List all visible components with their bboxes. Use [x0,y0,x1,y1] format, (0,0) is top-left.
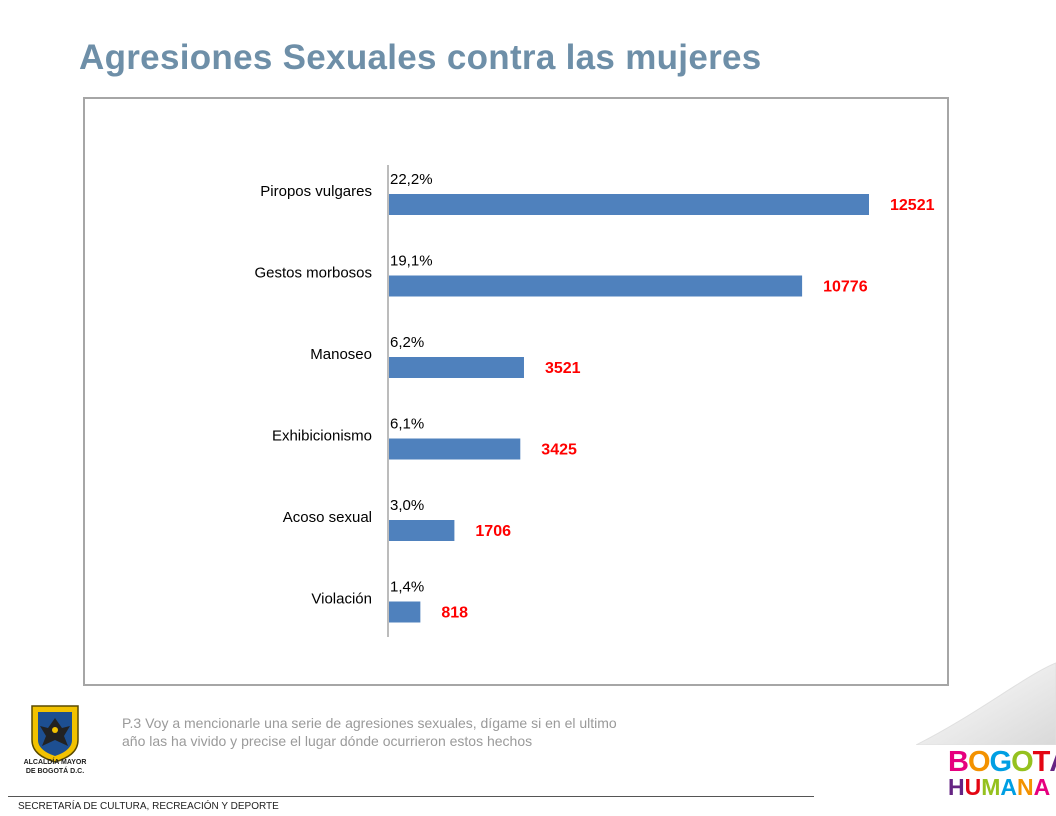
count-label: 818 [441,605,468,622]
logo-line-1-letter: B [948,746,969,778]
category-label: Gestos morbosos [254,265,372,282]
footer-divider [8,796,814,797]
survey-question: P.3 Voy a mencionarle una serie de agres… [122,715,617,749]
footer-organization: SECRETARÍA DE CULTURA, RECREACIÓN Y DEPO… [18,801,279,812]
percent-label: 3,0% [390,497,424,514]
count-label: 10776 [823,279,868,296]
bar [389,520,455,541]
page-curl-decoration [916,662,1056,745]
slide-title: Agresiones Sexuales contra las mujeres [79,38,762,77]
bar [389,601,421,623]
logo-line-2-letter: H [948,774,965,800]
logo-line-1-letter: G [989,746,1013,778]
logo-line-2-letter: A [1033,774,1051,800]
bar [389,194,869,215]
count-label: 3521 [545,360,581,377]
category-label: Piropos vulgares [260,183,372,200]
logo-line-2-letter: A [1000,774,1018,800]
logo-line-1-letter: O [967,746,991,778]
category-label: Exhibicionismo [272,428,372,445]
bar [389,357,524,378]
category-label: Violación [311,591,372,608]
crest-line-1: ALCALDÍA MAYOR [23,759,87,766]
logo-line-1-letter: T [1032,746,1051,778]
count-label: 1706 [475,523,511,540]
bar-chart: Piropos vulgares 22,2% 12521 Gestos morboso… [254,165,935,637]
logo-line-2-letter: N [1017,774,1034,800]
bogota-humana-logo: BOGOTÁ HUMANA [948,746,1056,800]
percent-label: 1,4% [390,579,424,596]
count-label: 12521 [890,197,935,214]
category-label: Manoseo [310,346,372,363]
logo-line-2: HUMANA [948,774,1051,800]
percent-label: 6,1% [390,416,424,433]
logo-line-1-letter: O [1011,746,1034,778]
logo-line-1-letter: Á [1049,746,1056,778]
logo-line-2-letter: U [964,774,982,800]
percent-label: 6,2% [390,334,424,351]
percent-label: 19,1% [390,253,433,270]
logo-line-2-letter: M [981,774,1001,800]
crest-line-2: DE BOGOTÁ D.C. [25,768,85,775]
bar [389,438,521,460]
percent-label: 22,2% [390,171,433,188]
crest-caption: ALCALDÍA MAYOR DE BOGOTÁ D.C. [14,758,96,776]
bar [389,275,803,297]
logo-line-1: BOGOTÁ [948,746,1056,778]
bogota-crest-icon [31,705,79,763]
category-label: Acoso sexual [283,509,372,526]
count-label: 3425 [541,442,577,459]
chart-frame: Piropos vulgares 22,2% 12521 Gestos morboso… [83,97,949,686]
